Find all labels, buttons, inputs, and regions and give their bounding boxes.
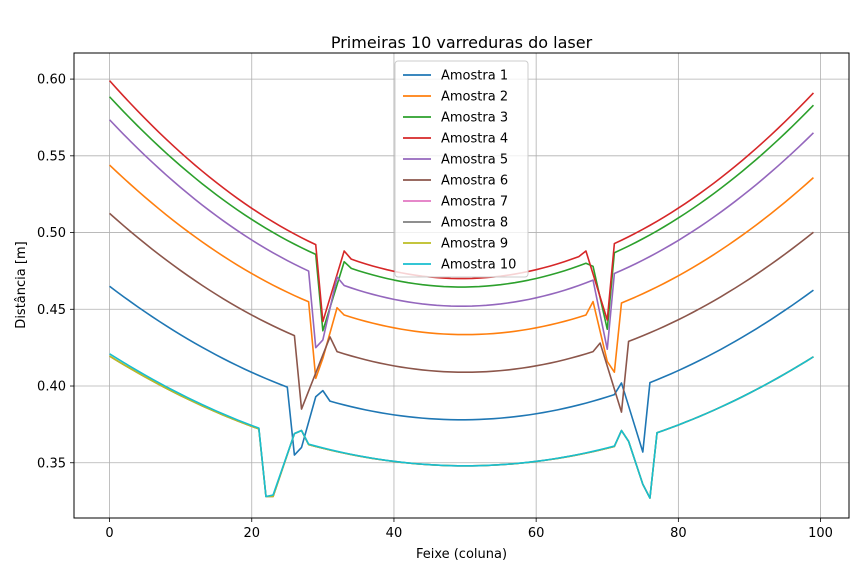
legend-label: Amostra 3: [441, 111, 508, 126]
series-layer: [108, 80, 815, 499]
x-tick-label: 100: [808, 526, 833, 541]
x-tick-label: 0: [105, 526, 113, 541]
y-tick-label: 0.50: [37, 226, 66, 241]
plot-frame: [73, 52, 850, 519]
series-line-1: [109, 285, 814, 456]
series-line-4: [108, 80, 815, 323]
legend-label: Amostra 10: [441, 258, 516, 273]
y-axis: 0.35 0.40 0.45 0.50 0.55 0.60: [37, 73, 74, 471]
legend-label: Amostra 2: [441, 90, 508, 105]
x-tick-label: 20: [243, 526, 260, 541]
legend-label: Amostra 7: [441, 195, 508, 210]
x-axis: 0 20 40 60 80 100: [105, 518, 833, 541]
legend: Amostra 1 Amostra 2 Amostra 3 Amostra 4 Amos…: [394, 60, 529, 278]
y-axis-label: Distância [m]: [14, 241, 29, 328]
legend-label: Amostra 6: [441, 174, 508, 189]
y-tick-label: 0.35: [37, 456, 66, 471]
series-line-10: [109, 353, 814, 499]
x-axis-label: Feixe (coluna): [416, 547, 507, 562]
legend-label: Amostra 8: [441, 216, 508, 231]
series-line-2: [109, 164, 814, 380]
x-tick-label: 40: [386, 526, 403, 541]
y-tick-label: 0.60: [37, 73, 66, 88]
x-tick-label: 80: [670, 526, 687, 541]
series-line-6: [109, 212, 814, 413]
series-line-3: [108, 96, 815, 332]
legend-label: Amostra 4: [441, 132, 508, 147]
legend-box: [394, 60, 529, 278]
x-tick-label: 60: [528, 526, 545, 541]
y-tick-label: 0.45: [37, 303, 66, 318]
y-tick-label: 0.55: [37, 149, 66, 164]
legend-label: Amostra 9: [441, 237, 508, 252]
legend-label: Amostra 1: [441, 69, 508, 84]
chart-title: Primeiras 10 varreduras do laser: [331, 33, 593, 52]
series-line-5: [108, 119, 815, 350]
legend-label: Amostra 5: [441, 153, 508, 168]
y-tick-label: 0.40: [37, 380, 66, 395]
